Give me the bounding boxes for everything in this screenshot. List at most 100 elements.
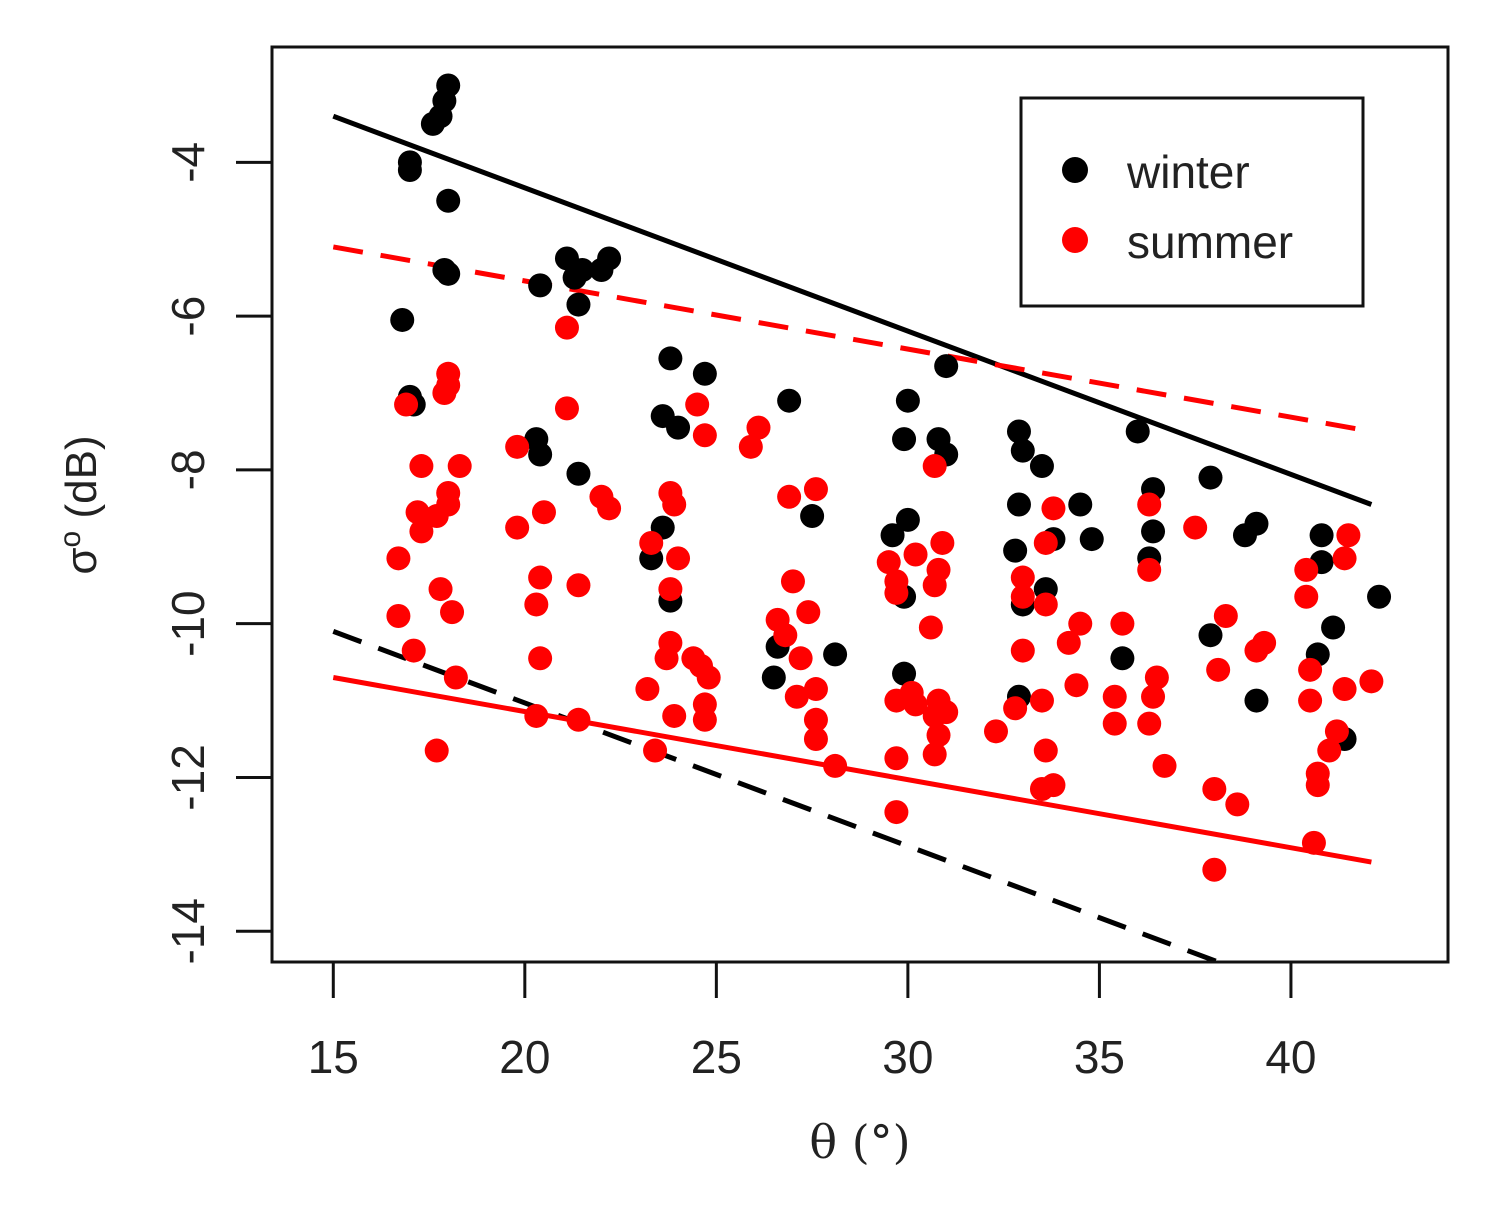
point-summer-1 bbox=[409, 454, 434, 479]
point-summer-108 bbox=[1202, 776, 1227, 801]
point-summer-35 bbox=[658, 577, 683, 602]
point-winter-22 bbox=[658, 346, 683, 371]
point-summer-70 bbox=[884, 800, 909, 825]
point-summer-80 bbox=[922, 742, 947, 767]
point-summer-106 bbox=[1206, 657, 1231, 682]
point-summer-79 bbox=[926, 723, 951, 748]
point-winter-5 bbox=[436, 73, 461, 98]
point-summer-122 bbox=[1332, 677, 1357, 702]
point-winter-58 bbox=[1110, 646, 1135, 671]
point-summer-74 bbox=[922, 573, 947, 598]
y-axis: -4 -6 -8 -10 -12 -14 bbox=[162, 142, 274, 964]
point-winter-34 bbox=[895, 388, 920, 413]
point-winter-69 bbox=[1367, 584, 1392, 609]
point-summer-22 bbox=[524, 592, 549, 617]
point-summer-109 bbox=[1225, 792, 1250, 817]
point-summer-26 bbox=[554, 396, 579, 421]
point-summer-3 bbox=[409, 519, 434, 544]
point-summer-123 bbox=[1332, 546, 1357, 571]
point-summer-40 bbox=[643, 738, 668, 763]
point-summer-52 bbox=[780, 569, 805, 594]
data-points bbox=[386, 73, 1392, 882]
point-summer-55 bbox=[796, 600, 821, 625]
point-summer-71 bbox=[922, 454, 947, 479]
legend-marker-winter bbox=[1062, 157, 1088, 183]
point-summer-6 bbox=[401, 638, 426, 663]
point-summer-68 bbox=[903, 692, 928, 717]
point-summer-84 bbox=[1010, 584, 1035, 609]
point-summer-41 bbox=[685, 392, 710, 417]
point-summer-125 bbox=[1359, 669, 1384, 694]
point-summer-21 bbox=[528, 565, 553, 590]
point-winter-21 bbox=[566, 461, 591, 486]
x-tick-label-1: 20 bbox=[499, 1031, 550, 1083]
point-summer-14 bbox=[428, 577, 453, 602]
x-tick-label-3: 30 bbox=[882, 1031, 933, 1083]
point-summer-33 bbox=[662, 492, 687, 517]
point-summer-65 bbox=[903, 542, 928, 567]
point-winter-61 bbox=[1244, 511, 1269, 536]
point-summer-16 bbox=[443, 665, 468, 690]
point-summer-48 bbox=[746, 415, 771, 440]
point-winter-38 bbox=[934, 354, 959, 379]
legend-label-winter: winter bbox=[1126, 146, 1250, 198]
x-tick-label-4: 35 bbox=[1074, 1031, 1125, 1083]
trend-line-winter-solid bbox=[332, 113, 1373, 507]
point-summer-10 bbox=[432, 381, 457, 406]
point-winter-20 bbox=[597, 246, 622, 271]
point-summer-5 bbox=[386, 603, 411, 628]
point-summer-39 bbox=[662, 703, 687, 728]
point-summer-118 bbox=[1305, 773, 1330, 798]
point-summer-51 bbox=[803, 477, 828, 502]
point-winter-8 bbox=[436, 261, 461, 286]
point-summer-18 bbox=[505, 434, 530, 459]
point-summer-37 bbox=[654, 646, 679, 671]
point-summer-47 bbox=[692, 707, 717, 732]
point-winter-33 bbox=[823, 642, 848, 667]
point-summer-54 bbox=[773, 623, 798, 648]
y-tick-label-5: -14 bbox=[162, 898, 214, 964]
point-summer-24 bbox=[524, 703, 549, 728]
point-summer-87 bbox=[1041, 496, 1066, 521]
point-summer-75 bbox=[918, 615, 943, 640]
point-winter-17 bbox=[570, 257, 595, 282]
point-summer-82 bbox=[1003, 696, 1028, 721]
point-summer-90 bbox=[1033, 738, 1058, 763]
trend-line-winter-dashed bbox=[332, 629, 1220, 965]
point-summer-61 bbox=[823, 753, 848, 778]
point-summer-78 bbox=[934, 700, 959, 725]
point-summer-114 bbox=[1294, 584, 1319, 609]
point-summer-107 bbox=[1213, 603, 1238, 628]
legend: winter summer bbox=[1019, 96, 1365, 308]
point-summer-13 bbox=[447, 454, 472, 479]
point-summer-94 bbox=[1068, 611, 1093, 636]
point-winter-42 bbox=[892, 661, 917, 686]
point-summer-112 bbox=[1252, 630, 1277, 655]
point-summer-30 bbox=[597, 496, 622, 521]
point-winter-40 bbox=[880, 523, 905, 548]
point-summer-19 bbox=[505, 515, 530, 540]
point-summer-12 bbox=[436, 492, 461, 517]
point-winter-66 bbox=[1321, 615, 1346, 640]
x-axis-title: θ (°) bbox=[809, 1115, 910, 1169]
point-winter-23 bbox=[692, 361, 717, 386]
point-summer-59 bbox=[803, 707, 828, 732]
point-winter-53 bbox=[1079, 527, 1104, 552]
point-summer-17 bbox=[424, 738, 449, 763]
point-winter-46 bbox=[1006, 492, 1031, 517]
point-summer-42 bbox=[692, 423, 717, 448]
point-summer-124 bbox=[1336, 523, 1361, 548]
y-axis-title-unit: (dB) bbox=[57, 435, 106, 530]
point-summer-92 bbox=[1041, 773, 1066, 798]
point-summer-58 bbox=[803, 677, 828, 702]
point-summer-101 bbox=[1144, 665, 1169, 690]
point-winter-39 bbox=[895, 507, 920, 532]
point-winter-6 bbox=[436, 188, 461, 213]
trend-line-summer-solid bbox=[332, 675, 1372, 865]
point-winter-35 bbox=[892, 427, 917, 452]
point-winter-63 bbox=[1244, 688, 1269, 713]
point-winter-32 bbox=[761, 665, 786, 690]
point-summer-23 bbox=[528, 646, 553, 671]
point-summer-81 bbox=[983, 719, 1008, 744]
